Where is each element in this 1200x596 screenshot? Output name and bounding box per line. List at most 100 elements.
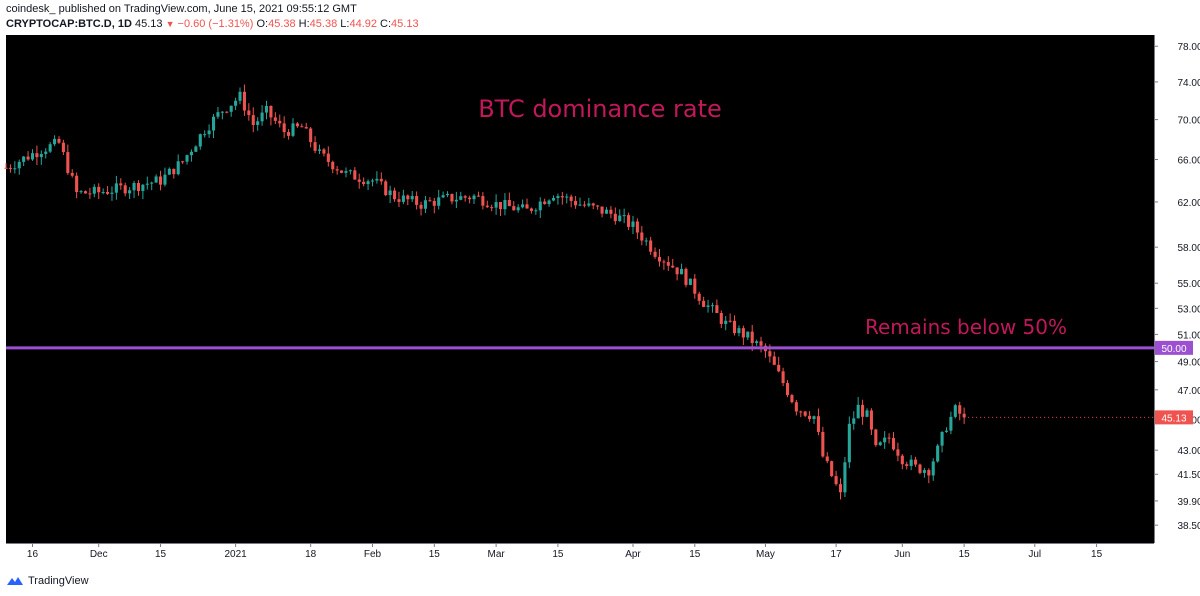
price-tick-label: 66.00 bbox=[1177, 156, 1200, 167]
candle-body bbox=[463, 196, 467, 198]
candle-body bbox=[777, 364, 781, 372]
candle-body bbox=[176, 161, 180, 175]
candle-body bbox=[865, 410, 869, 417]
candle-body bbox=[596, 205, 600, 207]
candle-body bbox=[331, 161, 335, 170]
candle-body bbox=[340, 170, 344, 173]
candle-body bbox=[662, 261, 666, 263]
candle-body bbox=[432, 200, 436, 206]
tradingview-logo-icon[interactable] bbox=[6, 575, 24, 587]
candle-body bbox=[940, 431, 944, 446]
candle-body bbox=[119, 183, 123, 186]
candle-body bbox=[838, 484, 843, 493]
down-triangle-icon: ▼ bbox=[165, 19, 175, 29]
candle-body bbox=[393, 190, 397, 200]
candle-body bbox=[450, 193, 454, 202]
candle-body bbox=[260, 112, 264, 122]
candle-body bbox=[344, 171, 348, 173]
candle-body bbox=[13, 168, 17, 170]
candle-body bbox=[794, 402, 798, 412]
candle-body bbox=[869, 410, 873, 430]
candle-body bbox=[48, 144, 52, 152]
last-price-tag bbox=[1155, 410, 1193, 425]
candle-body bbox=[918, 464, 922, 473]
candle-body bbox=[883, 437, 887, 443]
candle-body bbox=[194, 146, 198, 152]
candle-body bbox=[150, 182, 154, 184]
candle-body bbox=[830, 461, 834, 477]
candle-body bbox=[57, 138, 61, 143]
candle-body bbox=[516, 207, 520, 211]
candle-body bbox=[370, 180, 375, 182]
price-tick-label: 78.00 bbox=[1177, 42, 1200, 53]
symbol-label: CRYPTOCAP:BTC.D, 1D bbox=[6, 18, 132, 30]
candle-body bbox=[423, 200, 428, 209]
candle-body bbox=[216, 112, 220, 117]
plot-area bbox=[6, 35, 1154, 543]
ohlc-legend: CRYPTOCAP:BTC.D, 1D 45.13 ▼ −0.60 (−1.31… bbox=[6, 18, 419, 30]
candle-body bbox=[565, 196, 569, 198]
price-tick-label: 41.50 bbox=[1177, 470, 1200, 481]
candle-body bbox=[110, 192, 114, 194]
candle-body bbox=[529, 208, 533, 211]
close-value: 45.13 bbox=[391, 18, 419, 30]
time-tick-label: 17 bbox=[831, 549, 843, 560]
candle-body bbox=[569, 196, 573, 201]
candle-body bbox=[141, 184, 145, 192]
candle-body bbox=[39, 153, 43, 158]
price-tick-label: 47.00 bbox=[1177, 386, 1200, 397]
candle-body bbox=[821, 431, 825, 457]
candle-body bbox=[666, 262, 670, 266]
candle-body bbox=[755, 341, 759, 344]
candle-body bbox=[878, 442, 882, 446]
time-tick-label: 15 bbox=[429, 549, 441, 560]
candle-body bbox=[799, 411, 803, 413]
candle-body bbox=[123, 185, 127, 194]
candle-body bbox=[220, 111, 224, 113]
footer-brand[interactable]: TradingView bbox=[28, 575, 89, 587]
candle-body bbox=[203, 134, 207, 136]
candle-body bbox=[816, 416, 820, 432]
candle-body bbox=[874, 429, 878, 446]
chart-title-annotation: BTC dominance rate bbox=[478, 95, 722, 123]
candle-body bbox=[812, 416, 816, 420]
candle-body bbox=[631, 221, 635, 227]
candle-body bbox=[962, 413, 966, 418]
candle-body bbox=[353, 170, 357, 180]
candle-body bbox=[4, 167, 8, 169]
candle-body bbox=[211, 116, 216, 131]
time-tick-label: 2021 bbox=[224, 549, 247, 560]
close-label: C: bbox=[380, 18, 392, 30]
candle-body bbox=[724, 320, 728, 324]
candle-body bbox=[459, 196, 463, 200]
candle-body bbox=[348, 170, 352, 172]
candle-body bbox=[790, 395, 794, 403]
candle-body bbox=[684, 268, 688, 285]
candle-body bbox=[163, 174, 167, 185]
candle-body bbox=[706, 305, 710, 307]
candle-body bbox=[737, 328, 741, 334]
candle-body bbox=[861, 404, 865, 417]
candle-body bbox=[591, 203, 595, 206]
candle-body bbox=[101, 191, 105, 193]
candle-body bbox=[680, 268, 684, 275]
candle-body bbox=[702, 300, 706, 307]
candle-body bbox=[172, 168, 176, 175]
candle-body bbox=[441, 195, 445, 198]
candle-body bbox=[856, 404, 860, 419]
candle-body bbox=[136, 182, 141, 192]
candle-body bbox=[891, 438, 896, 450]
candle-body bbox=[640, 232, 644, 241]
candle-body bbox=[295, 123, 299, 127]
candle-body bbox=[229, 105, 233, 112]
price-tick-label: 62.00 bbox=[1177, 198, 1200, 209]
candle-body bbox=[521, 204, 525, 208]
low-label: L: bbox=[340, 18, 350, 30]
candle-body bbox=[145, 183, 149, 185]
price-tick-label: 74.00 bbox=[1177, 78, 1200, 89]
candle-body bbox=[741, 328, 745, 338]
candle-body bbox=[600, 206, 604, 214]
candle-body bbox=[728, 320, 732, 322]
candle-body bbox=[560, 196, 564, 198]
